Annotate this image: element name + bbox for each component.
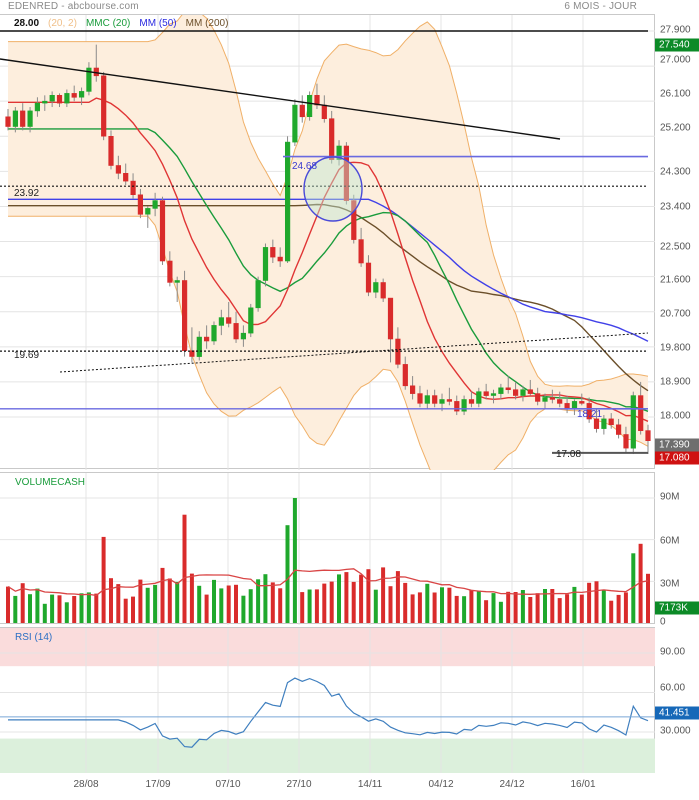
volume-tick-1: 60M	[660, 535, 680, 547]
volume-axis[interactable]: 90M 60M 30M 7173K 0	[655, 472, 699, 628]
date-label-7: 16/01	[570, 779, 596, 790]
volume-panel: VOLUMECASH 90M 60M 30M 7173K 0	[0, 472, 699, 628]
date-axis: 28/08 17/09 07/10 27/10 14/11 04/12 24/1…	[0, 772, 699, 800]
price-tick-2: 26.100	[660, 88, 691, 100]
price-chart-svg	[0, 15, 655, 470]
price-tick-11: 18.000	[660, 410, 691, 422]
rsi-panel: RSI (14) 90.00 60.00 41.451 30.000	[0, 627, 699, 773]
date-label-5: 04/12	[428, 779, 454, 790]
prev-close-badge: 17.390	[655, 438, 699, 452]
price-tick-6: 22.500	[660, 241, 691, 253]
rsi-axis[interactable]: 90.00 60.00 41.451 30.000	[655, 627, 699, 772]
volume-plot-area[interactable]: VOLUMECASH	[0, 472, 655, 625]
price-tick-5: 23.400	[660, 201, 691, 213]
rsi-badge: 41.451	[655, 706, 699, 720]
volume-tick-2: 30M	[660, 578, 680, 590]
date-label-6: 24/12	[499, 779, 525, 790]
price-tick-0: 27.900	[660, 24, 691, 36]
rsi-tick-0: 90.00	[660, 646, 686, 658]
last-close-badge: 27.540	[655, 38, 699, 52]
price-panel: 28.00 (20, 2) MMC (20) MM (50) MM (200) 23.9…	[0, 14, 699, 470]
price-axis[interactable]: 27.900 27.540 27.000 26.100 25.200 24.30…	[655, 14, 699, 469]
price-tick-1: 27.000	[660, 54, 691, 66]
date-label-1: 17/09	[145, 779, 171, 790]
rsi-plot-area[interactable]: RSI (14)	[0, 627, 655, 773]
chart-header: EDENRED - abcbourse.com 6 MOIS - JOUR	[0, 0, 699, 14]
date-label-3: 27/10	[286, 779, 312, 790]
price-tick-3: 25.200	[660, 122, 691, 134]
price-tick-9: 19.800	[660, 342, 691, 354]
date-label-0: 28/08	[73, 779, 99, 790]
date-label-4: 14/11	[357, 779, 383, 790]
rsi-chart-svg	[0, 628, 655, 773]
price-tick-7: 21.600	[660, 274, 691, 286]
instrument-title: EDENRED - abcbourse.com	[8, 1, 139, 12]
rsi-tick-2: 30.000	[660, 725, 691, 737]
current-price-badge: 17.080	[655, 451, 699, 465]
volume-tick-0: 90M	[660, 491, 680, 503]
price-tick-8: 20.700	[660, 308, 691, 320]
volume-chart-svg	[0, 473, 655, 625]
price-tick-4: 24.300	[660, 166, 691, 178]
date-label-2: 07/10	[215, 779, 241, 790]
rsi-tick-1: 60.00	[660, 682, 686, 694]
price-plot-area[interactable]: 28.00 (20, 2) MMC (20) MM (50) MM (200) 23.9…	[0, 14, 655, 470]
period-label: 6 MOIS - JOUR	[564, 1, 637, 12]
volume-badge: 7173K	[655, 601, 699, 615]
volume-tick-3: 0	[660, 616, 666, 628]
price-tick-10: 18.900	[660, 376, 691, 388]
